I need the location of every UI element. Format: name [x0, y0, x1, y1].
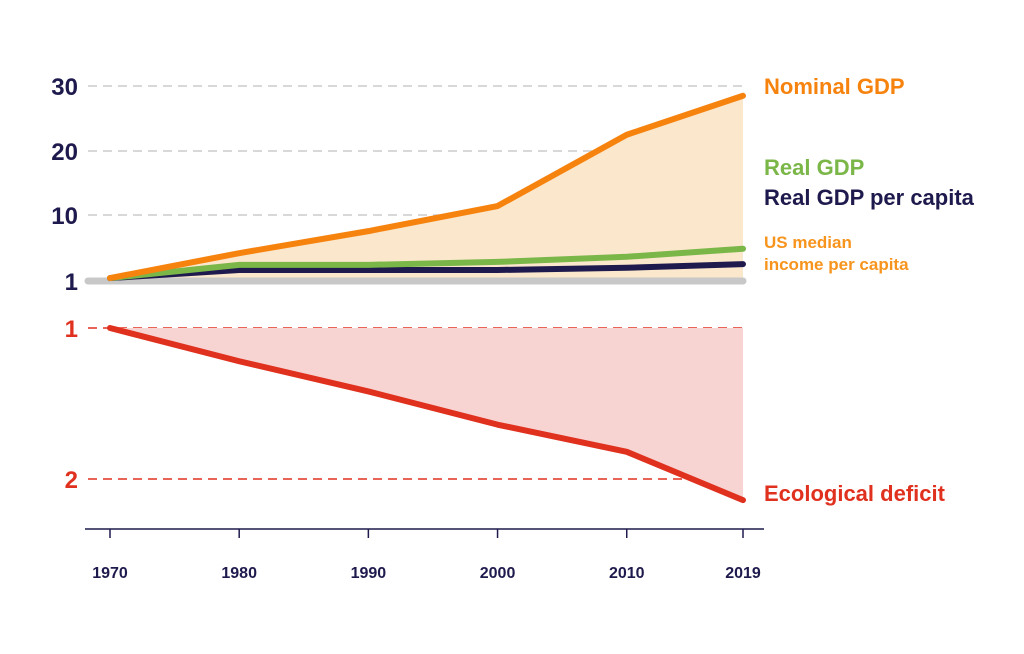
series-label: US median: [764, 233, 852, 252]
y-tick-label: 10: [51, 203, 78, 230]
y-tick-label: 30: [51, 74, 78, 101]
y-tick-label: 2: [65, 467, 78, 494]
x-tick-label: 1980: [221, 565, 257, 582]
x-tick-label: 2010: [609, 565, 645, 582]
series-label: Nominal GDP: [764, 74, 905, 99]
x-tick-label: 2000: [480, 565, 516, 582]
real-gdp-per-capita-line: [107, 261, 746, 282]
x-tick-label: 1970: [92, 565, 128, 582]
y-tick-label: 1: [65, 316, 78, 343]
y-tick-label: 1: [65, 269, 78, 296]
nominal-gdp-line: [107, 92, 746, 282]
series-label: Real GDP: [764, 155, 864, 180]
ecological-deficit-line: [107, 325, 746, 504]
series-label: income per capita: [764, 255, 909, 274]
series-label: Ecological deficit: [764, 481, 946, 506]
series-label: Real GDP per capita: [764, 185, 975, 210]
ecological-deficit-area: [110, 328, 743, 501]
x-tick-label: 1990: [351, 565, 387, 582]
y-tick-label: 20: [51, 139, 78, 166]
x-tick-label: 2019: [725, 565, 761, 582]
real-gdp-line: [107, 245, 746, 282]
nominal-gdp-area: [110, 95, 743, 281]
